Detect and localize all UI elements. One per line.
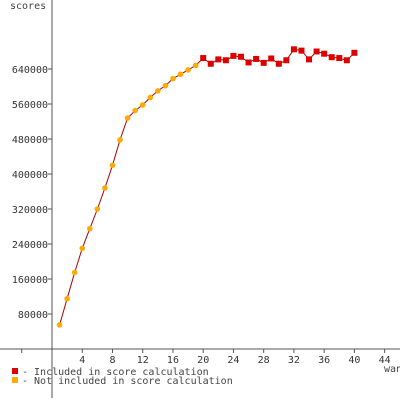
y-tick-label: 400000 [12, 170, 48, 181]
series-line [59, 48, 355, 326]
data-point-included [290, 46, 297, 53]
data-point-not-included [155, 88, 161, 94]
x-tick-label: 40 [348, 355, 360, 366]
data-point-not-included [71, 269, 78, 276]
data-point-included [245, 59, 252, 66]
data-point-not-included [79, 245, 86, 252]
data-point-not-included [102, 185, 108, 191]
data-point-not-included [147, 94, 154, 101]
x-tick-label: 4 [79, 355, 85, 366]
data-point-included [207, 60, 214, 67]
y-tick-label: 240000 [12, 240, 48, 251]
data-point-included [260, 59, 267, 66]
data-point-not-included [170, 75, 176, 82]
data-point-included [200, 55, 207, 62]
y-axis-label: scores [10, 1, 46, 12]
legend-label-not-included: - Not included in score calculation [22, 376, 233, 387]
series-connector-line [59, 48, 355, 326]
y-tick-label: 640000 [12, 65, 48, 76]
data-point-not-included [109, 162, 116, 169]
data-point-not-included [94, 206, 101, 212]
x-axis-label: wan [384, 364, 400, 375]
x-tick-label: 28 [258, 355, 270, 366]
x-tick-label: 44 [379, 355, 391, 366]
data-point-not-included [139, 102, 146, 108]
legend-swatch-included [12, 368, 18, 374]
data-point-not-included [124, 115, 131, 121]
data-point-not-included [185, 67, 191, 73]
data-point-included [298, 47, 305, 54]
data-point-included [328, 54, 335, 61]
data-point-not-included [117, 137, 123, 143]
data-point-included [336, 55, 343, 62]
legend-label-included: - Included in score calculation [22, 367, 209, 378]
data-point-included [351, 49, 358, 56]
data-point-included [222, 57, 229, 64]
ticks: 4 8 12 16 20 24 28 32 36 40 44 80000 160000 240000 320… [12, 65, 391, 366]
legend-swatch-not-included [12, 377, 18, 383]
data-point-not-included [192, 62, 199, 69]
x-tick-label: 8 [109, 355, 115, 366]
data-point-included [230, 52, 237, 59]
y-tick-label: 320000 [12, 205, 48, 216]
y-tick-label: 80000 [18, 310, 48, 321]
y-tick-label: 160000 [12, 275, 48, 286]
data-point-included [306, 56, 313, 63]
data-point-included [313, 48, 320, 55]
data-point-not-included [64, 295, 70, 302]
markers [56, 46, 358, 328]
data-point-included [343, 57, 350, 64]
y-tick-label: 480000 [12, 135, 48, 146]
data-point-included [268, 55, 275, 62]
y-tick-label: 560000 [12, 100, 48, 111]
data-point-included [238, 53, 244, 60]
data-point-not-included [132, 107, 138, 114]
x-tick-label: 20 [197, 355, 209, 366]
data-point-not-included [177, 71, 184, 78]
data-point-not-included [162, 82, 169, 89]
data-point-included [215, 56, 222, 63]
x-tick-label: 12 [137, 355, 149, 366]
data-point-not-included [56, 322, 63, 328]
legend: - Included in score calculation - Not in… [12, 367, 233, 387]
data-point-included [283, 57, 290, 64]
data-point-included [321, 50, 328, 57]
x-tick-label: 36 [318, 355, 330, 366]
data-point-included [253, 55, 260, 62]
data-point-not-included [87, 225, 93, 232]
x-tick-label: 24 [227, 355, 239, 366]
data-point-included [275, 60, 282, 67]
x-tick-label: 32 [288, 355, 300, 366]
x-tick-label: 16 [167, 355, 179, 366]
